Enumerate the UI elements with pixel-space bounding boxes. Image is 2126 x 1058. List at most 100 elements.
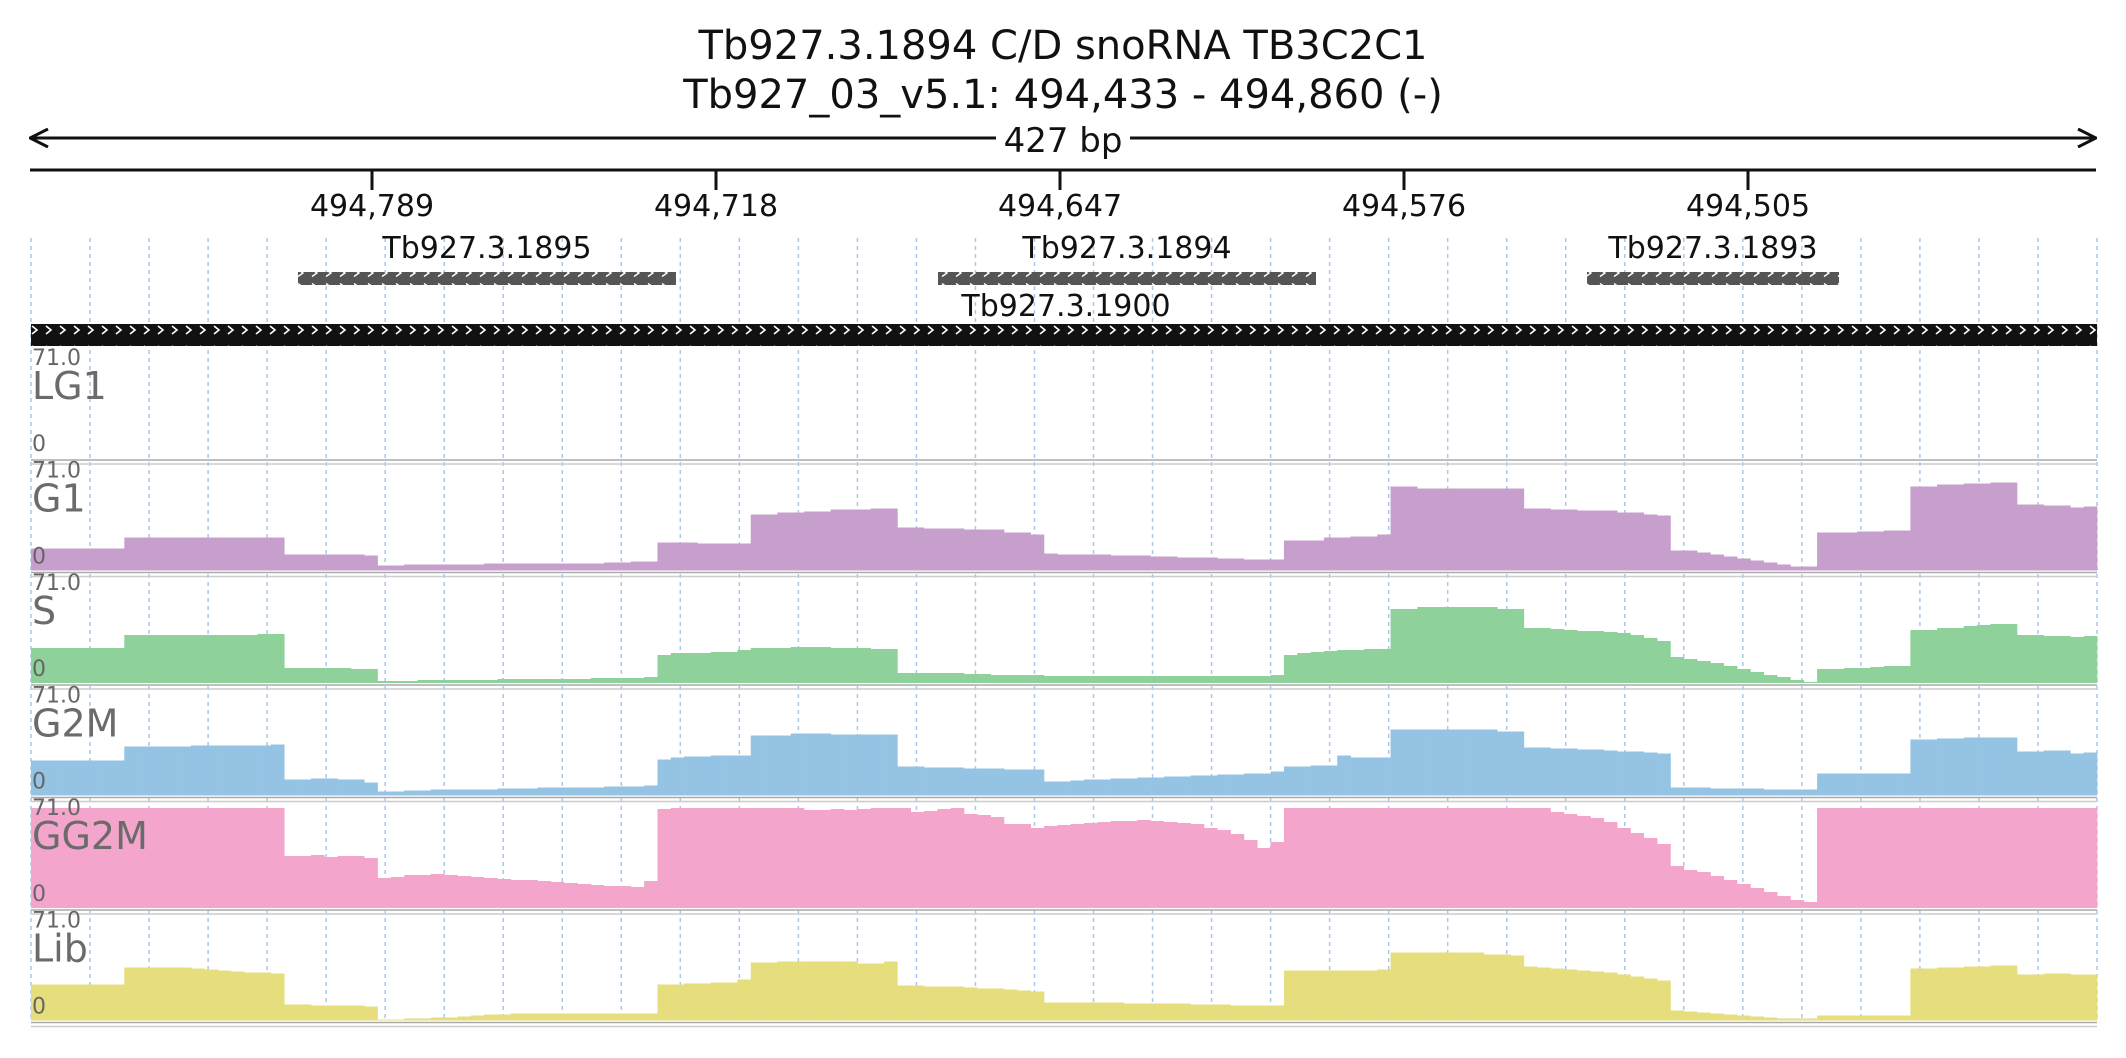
- coverage-bar: [737, 543, 752, 571]
- coverage-bar: [1403, 609, 1418, 683]
- coverage-bar: [1657, 844, 1671, 908]
- coverage-bar: [404, 564, 418, 571]
- coverage-bar: [1590, 510, 1605, 571]
- gene-feature[interactable]: Tb927.3.1893: [1587, 231, 1839, 285]
- coverage-bar: [310, 1005, 325, 1021]
- coverage-bar: [964, 768, 978, 796]
- coverage-bar: [497, 788, 512, 796]
- coverage-bar: [1270, 675, 1285, 683]
- coverage-bar: [1243, 676, 1258, 683]
- coverage-bar: [1550, 968, 1565, 1021]
- coverage-bar: [910, 766, 925, 796]
- coverage-bar: [110, 648, 125, 683]
- coverage-bar: [710, 543, 725, 571]
- coverage-bar: [110, 760, 125, 796]
- ruler-tick-label: 494,789: [310, 189, 434, 224]
- coverage-bar: [2070, 637, 2084, 683]
- coverage-bar: [1697, 552, 1711, 571]
- coverage-bar: [564, 563, 578, 571]
- feature-track[interactable]: Tb927.3.1895 Tb927.3.1894 Tb927.3.1893 Tb92…: [31, 231, 2097, 346]
- coverage-bar: [2083, 808, 2098, 908]
- coverage-bar: [844, 734, 858, 796]
- coverage-bar: [324, 554, 338, 571]
- coverage-bar: [1030, 828, 1045, 908]
- coverage-bar: [44, 548, 58, 571]
- track-max-label: 71.0: [32, 796, 81, 821]
- coverage-bar: [84, 984, 98, 1021]
- coverage-bar: [470, 877, 485, 908]
- coverage-bar: [590, 885, 605, 908]
- coverage-bar: [1137, 555, 1151, 571]
- track-name: S: [32, 589, 56, 633]
- coverage-bar: [417, 564, 432, 571]
- coverage-bar: [564, 883, 578, 908]
- coverage-bar: [1337, 970, 1351, 1021]
- coverage-bar: [1097, 822, 1111, 908]
- coverage-bar: [97, 648, 112, 683]
- coverage-bar: [390, 1019, 405, 1021]
- coverage-bar: [1483, 729, 1498, 796]
- coverage-bar: [1470, 729, 1485, 796]
- coverage-bar: [1657, 753, 1671, 796]
- gene-feature[interactable]: Tb927.3.1894: [938, 231, 1316, 285]
- coverage-bar: [124, 635, 138, 683]
- coverage-bar: [417, 680, 432, 683]
- coverage-bar: [790, 961, 805, 1021]
- coverage-bar: [2017, 504, 2031, 571]
- coverage-bar: [1457, 607, 1471, 683]
- gene-feature[interactable]: Tb927.3.1895: [298, 231, 676, 285]
- coverage-bar: [590, 1013, 605, 1021]
- coverage-bar: [1630, 833, 1645, 908]
- coverage-bar: [1257, 676, 1271, 683]
- gene-feature[interactable]: Tb927.3.1900: [31, 289, 2097, 346]
- coverage-bar: [1150, 676, 1165, 683]
- coverage-bar: [457, 564, 472, 571]
- coverage-bar: [670, 757, 685, 796]
- coverage-bar: [577, 563, 592, 571]
- coverage-bar: [2030, 751, 2044, 796]
- coverage-bar: [1083, 779, 1098, 796]
- coverage-bar: [177, 967, 192, 1021]
- coverage-bar: [430, 564, 445, 571]
- coverage-bar: [404, 790, 418, 796]
- coverage-bar: [1777, 896, 1791, 908]
- coverage-bar: [670, 542, 685, 571]
- coverage-bar: [1790, 680, 1805, 683]
- coverage-bar: [257, 972, 272, 1021]
- coverage-bar: [1723, 1014, 1738, 1021]
- coverage-bar: [670, 808, 685, 908]
- location-label: Tb927_03_v5.1: 494,433 - 494,860 (-): [683, 72, 1443, 118]
- coverage-bar: [164, 967, 178, 1021]
- coverage-bar: [644, 561, 658, 571]
- coverage-bar: [1937, 808, 1951, 908]
- coverage-bar: [1723, 556, 1738, 571]
- coverage-bar: [1563, 814, 1578, 908]
- coverage-bar: [510, 880, 525, 908]
- coverage-bar: [2030, 974, 2044, 1021]
- coverage-bar: [1537, 747, 1551, 796]
- coverage-bar: [804, 511, 818, 571]
- coverage-bar: [1230, 558, 1245, 571]
- coverage-bar: [1203, 557, 1218, 571]
- coverage-bar: [484, 680, 498, 683]
- coverage-bar: [310, 668, 325, 683]
- coverage-bar: [31, 984, 45, 1021]
- coverage-bar: [617, 562, 632, 571]
- coverage-bar: [230, 808, 245, 908]
- coverage-bar: [1937, 484, 1951, 571]
- coverage-bar: [390, 791, 405, 796]
- coverage-bar: [470, 789, 485, 796]
- gene-feature-label: Tb927.3.1893: [1607, 231, 1817, 266]
- coverage-bar: [2083, 506, 2098, 571]
- track-min-label: 0: [32, 545, 46, 570]
- coverage-bar: [1830, 532, 1845, 571]
- coverage-bar: [1510, 609, 1525, 683]
- coverage-bar: [1697, 1012, 1711, 1021]
- coverage-bar: [257, 745, 272, 796]
- coverage-bar: [1577, 816, 1591, 908]
- coverage-bar: [150, 808, 165, 908]
- coverage-bar: [204, 745, 218, 796]
- coverage-bar: [1683, 550, 1698, 571]
- coverage-bar: [470, 564, 485, 571]
- coverage-bar: [1044, 781, 1058, 796]
